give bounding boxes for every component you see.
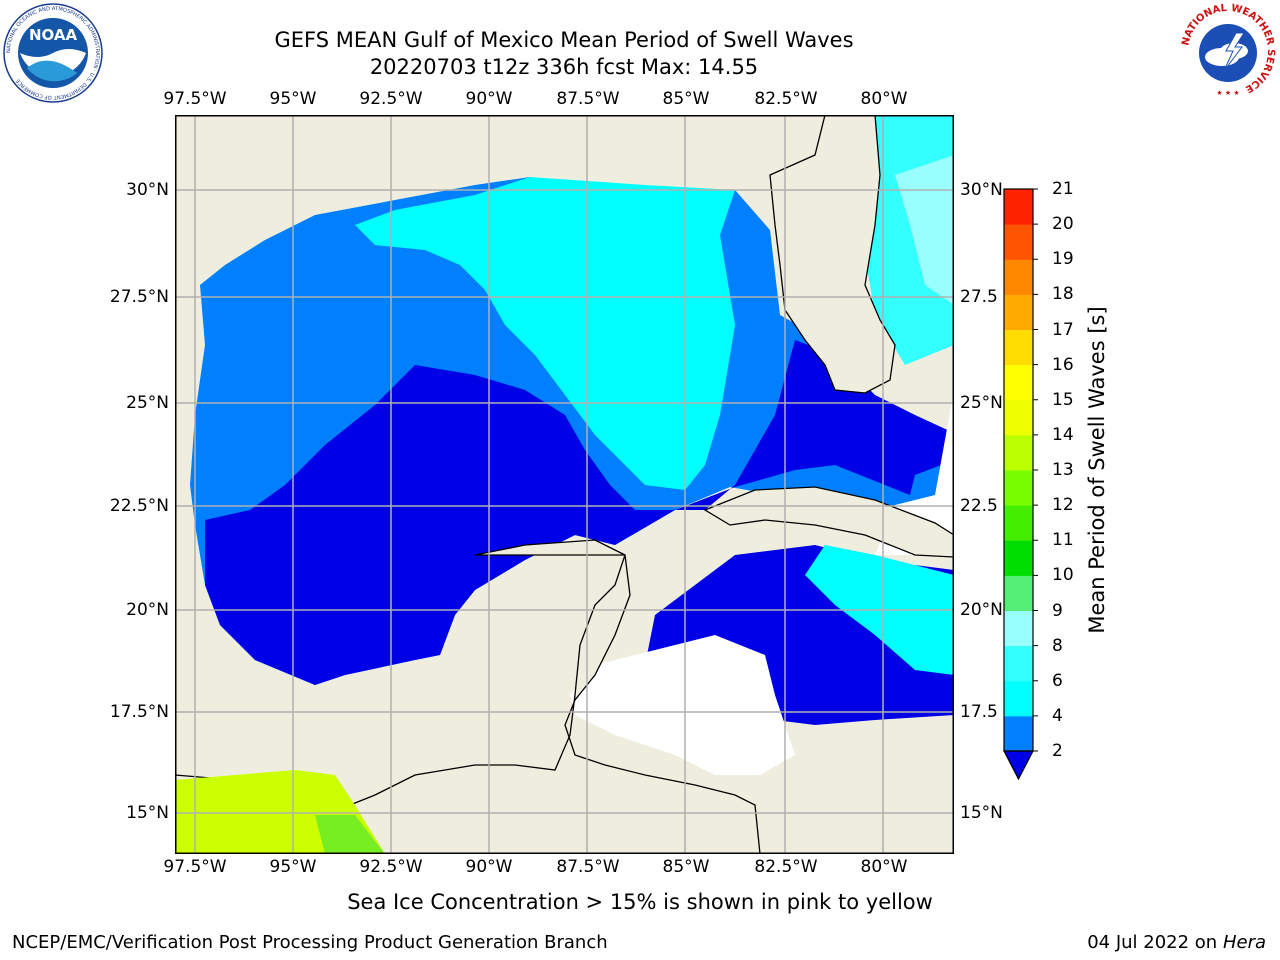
colorbar-label-6: 15 (1052, 389, 1074, 410)
colorbar-label-12: 9 (1052, 600, 1063, 621)
swell-field-low (205, 340, 954, 685)
colorbar-label-7: 14 (1052, 424, 1074, 445)
lat-tick-left-2: 25°N (126, 393, 169, 413)
land-florida (769, 115, 896, 394)
lat-tick-right-3: 22.5 (960, 496, 998, 516)
colorbar-label-4: 17 (1052, 319, 1074, 340)
lon-tick-bottom-0: 97.5°W (163, 857, 227, 877)
colorbar-box-13 (1004, 259, 1033, 295)
lat-tick-left-6: 15°N (126, 803, 169, 823)
lat-tick-left-1: 27.5°N (109, 287, 169, 307)
land-cuba (703, 486, 954, 558)
colorbar-label-8: 13 (1052, 460, 1074, 480)
lat-tick-right-6: 15°N (960, 803, 1003, 823)
lon-tick-top-1: 95°W (269, 89, 317, 109)
colorbar-label-5: 16 (1052, 354, 1074, 375)
colorbar-box-11 (1004, 329, 1033, 366)
lat-tick-left-4: 20°N (126, 600, 169, 620)
colorbar-label-1: 20 (1052, 214, 1074, 235)
lon-tick-bottom-4: 87.5°W (556, 857, 620, 877)
lon-tick-bottom-6: 82.5°W (754, 857, 818, 877)
colorbar-box-3 (1004, 610, 1033, 647)
noaa-logo: NATIONAL OCEANIC AND ATMOSPHERIC ADMINIS… (3, 3, 103, 103)
lon-tick-top-5: 85°W (662, 89, 710, 109)
colorbar-box-15 (1004, 189, 1033, 225)
chart-title: GEFS MEAN Gulf of Mexico Mean Period of … (274, 28, 854, 52)
sea-ice-caption: Sea Ice Concentration > 15% is shown in … (347, 890, 933, 914)
colorbar-label-11: 10 (1052, 565, 1074, 586)
footer-host: Hera (1222, 932, 1266, 953)
no-data-region (570, 635, 795, 775)
lat-tick-left-5: 17.5°N (109, 702, 169, 722)
swell-field-atlantic-pale (895, 155, 954, 305)
colorbar-extend-arrow (1003, 750, 1034, 781)
colorbar-box-8 (1004, 434, 1033, 471)
colorbar-box-9 (1004, 399, 1033, 436)
colorbar-box-7 (1004, 470, 1033, 506)
lat-tick-right-2: 25°N (960, 393, 1003, 413)
colorbar-box-12 (1004, 294, 1033, 330)
colorbar-label-3: 18 (1052, 284, 1074, 305)
lon-tick-top-0: 97.5°W (163, 89, 227, 109)
colorbar-label-15: 4 (1052, 705, 1063, 726)
colorbar-box-0 (1004, 715, 1033, 752)
lon-tick-bottom-3: 90°W (465, 857, 513, 877)
colorbar-box-4 (1004, 575, 1033, 611)
nws-logo: NATIONAL WEATHER SERVICE ★ ★ ★ (1180, 3, 1276, 99)
colorbar-box-1 (1004, 680, 1033, 717)
colorbar-label-14: 6 (1052, 670, 1063, 691)
lon-tick-bottom-2: 92.5°W (359, 857, 423, 877)
colorbar-label-2: 19 (1052, 249, 1074, 270)
swell-field-pacific-green (315, 815, 385, 854)
colorbar-label-0: 21 (1052, 179, 1074, 199)
svg-text:★ ★ ★: ★ ★ ★ (1216, 89, 1239, 97)
colorbar-box-6 (1004, 505, 1033, 541)
lat-tick-right-5: 17.5 (960, 702, 998, 722)
colorbar-box-10 (1004, 364, 1033, 401)
colorbar-label-16: 2 (1052, 741, 1063, 761)
chart-subtitle: 20220703 t12z 336h fcst Max: 14.55 (369, 55, 759, 79)
lon-tick-top-3: 90°W (465, 89, 513, 109)
colorbar-box-14 (1004, 224, 1033, 260)
lat-tick-right-1: 27.5 (960, 287, 998, 307)
lon-tick-top-7: 80°W (860, 89, 908, 109)
lon-tick-top-4: 87.5°W (556, 89, 620, 109)
colorbar-label-13: 8 (1052, 635, 1063, 656)
swell-field-4-6s (355, 177, 735, 490)
lat-tick-left-0: 30°N (126, 180, 169, 200)
noaa-logo-text: NOAA (29, 26, 78, 44)
colorbar-box-5 (1004, 540, 1033, 576)
lon-tick-bottom-7: 80°W (860, 857, 908, 877)
lon-tick-bottom-1: 95°W (269, 857, 317, 877)
lat-tick-left-3: 22.5°N (109, 496, 169, 516)
colorbar-title: Mean Period of Swell Waves [s] (1085, 306, 1109, 634)
colorbar-label-9: 12 (1052, 495, 1074, 516)
footer-date-text: 04 Jul 2022 on (1087, 932, 1218, 953)
lat-tick-right-0: 30°N (960, 180, 1003, 200)
colorbar-label-10: 11 (1052, 530, 1074, 551)
map-panel (175, 115, 954, 854)
lat-tick-right-4: 20°N (960, 600, 1003, 620)
footer-credit: NCEP/EMC/Verification Post Processing Pr… (12, 932, 608, 953)
colorbar (1003, 188, 1038, 781)
lon-tick-bottom-5: 85°W (662, 857, 710, 877)
colorbar-box-2 (1004, 645, 1033, 682)
footer-date: 04 Jul 2022 on Hera (1087, 932, 1266, 953)
lon-tick-top-6: 82.5°W (754, 89, 818, 109)
lon-tick-top-2: 92.5°W (359, 89, 423, 109)
graticule (175, 115, 954, 854)
